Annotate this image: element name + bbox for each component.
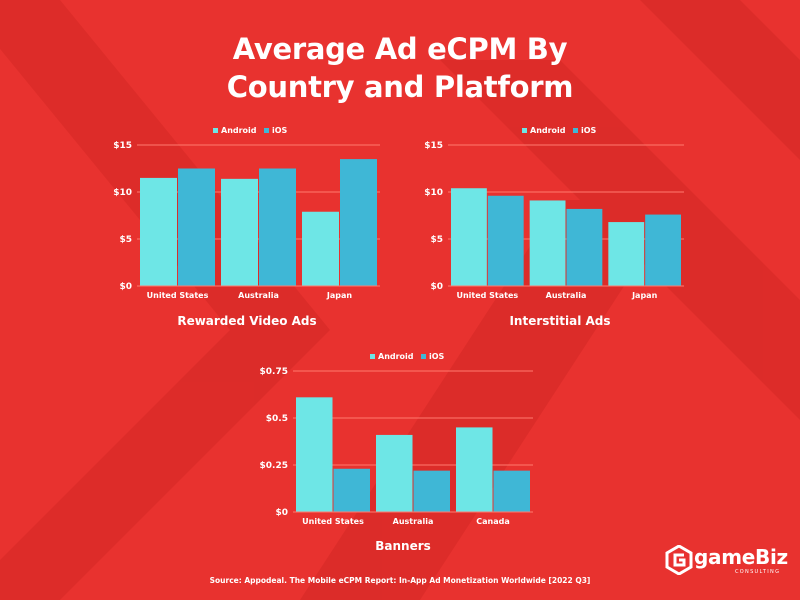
chart-title: Banners: [375, 539, 431, 553]
bar: [451, 188, 487, 286]
title-line-1: Average Ad eCPM By: [232, 32, 568, 66]
chart-3: $0 $0.25 $0.5 $0.75 Android iOS United States A…: [260, 352, 533, 553]
y-tick-label: $10: [424, 188, 443, 198]
x-tick-label: United States: [147, 291, 209, 300]
legend-label: iOS: [429, 352, 445, 361]
legend-swatch: [370, 354, 375, 359]
bar: [413, 470, 450, 512]
title-line-2: Country and Platform: [226, 70, 574, 104]
y-tick-label: $0.25: [260, 461, 288, 471]
bar: [221, 178, 258, 286]
bar: [493, 470, 530, 512]
legend-swatch: [522, 128, 527, 133]
legend-label: Android: [221, 126, 257, 135]
bar: [333, 468, 370, 512]
y-tick-label: $15: [113, 141, 132, 151]
y-tick-label: $0: [119, 282, 132, 292]
x-tick-label: Japan: [326, 291, 353, 300]
bar: [340, 159, 377, 286]
brand-logo: gameBiz CONSULTING: [665, 543, 788, 579]
y-tick-label: $0.75: [260, 367, 288, 377]
bar: [529, 200, 566, 286]
x-tick-label: Canada: [476, 517, 510, 526]
legend-swatch: [264, 128, 269, 133]
y-tick-label: $10: [113, 188, 132, 198]
legend-label: Android: [530, 126, 566, 135]
game-biz-logo-icon: [665, 545, 693, 575]
legend-swatch: [573, 128, 578, 133]
chart-title: Rewarded Video Ads: [177, 314, 316, 328]
y-tick-label: $5: [119, 235, 132, 245]
x-tick-label: Australia: [393, 517, 434, 526]
y-tick-label: $0: [430, 282, 443, 292]
brand-name: gameBiz: [694, 545, 788, 569]
y-tick-label: $0.5: [266, 414, 288, 424]
bar: [302, 211, 339, 286]
bar: [608, 222, 645, 286]
y-tick-label: $5: [430, 235, 443, 245]
legend-label: iOS: [581, 126, 597, 135]
chart-1: $0 $5 $10 $15 Android iOS United States Austral…: [113, 126, 380, 328]
bar: [376, 434, 413, 512]
bar: [140, 177, 177, 286]
x-tick-label: Australia: [546, 291, 587, 300]
bar: [259, 168, 296, 286]
bar: [645, 214, 681, 286]
chart-title: Interstitial Ads: [509, 314, 610, 328]
bar: [178, 168, 215, 286]
legend-label: Android: [378, 352, 414, 361]
y-tick-label: $15: [424, 141, 443, 151]
y-tick-label: $0: [275, 508, 288, 518]
x-tick-label: Australia: [238, 291, 279, 300]
legend-swatch: [421, 354, 426, 359]
brand-subtitle: CONSULTING: [735, 569, 781, 575]
x-tick-label: United States: [302, 517, 364, 526]
page-title: Average Ad eCPM By Country and Platform: [0, 30, 800, 106]
bar: [456, 427, 493, 512]
bar: [566, 208, 603, 286]
legend-swatch: [213, 128, 218, 133]
chart-2: $0 $5 $10 $15 Android iOS United States Austral…: [424, 126, 684, 328]
legend-label: iOS: [272, 126, 288, 135]
x-tick-label: United States: [456, 291, 518, 300]
source-note: Source: Appodeal. The Mobile eCPM Report…: [209, 576, 591, 585]
bar: [296, 397, 333, 512]
bar: [487, 195, 524, 286]
x-tick-label: Japan: [631, 291, 658, 300]
